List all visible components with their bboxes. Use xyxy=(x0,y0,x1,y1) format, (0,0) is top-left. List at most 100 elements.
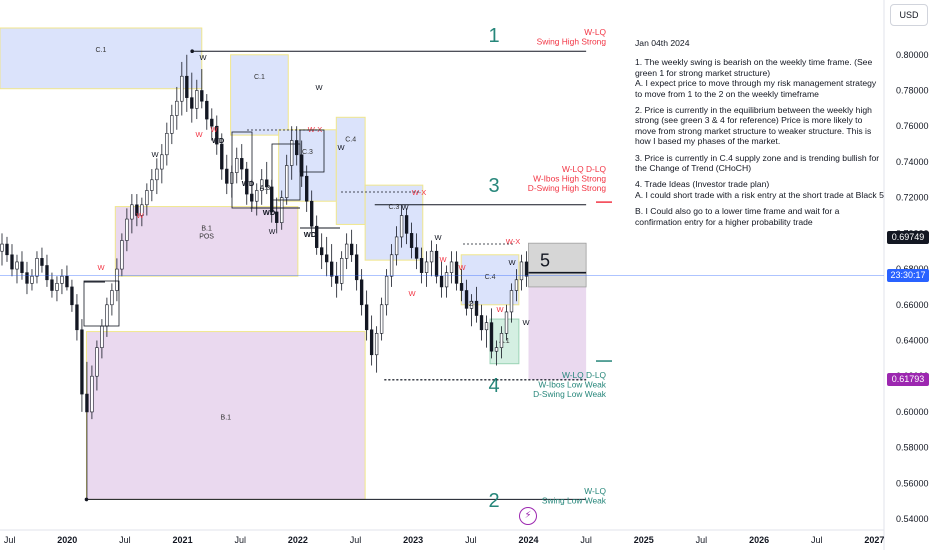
candle-body xyxy=(105,304,109,327)
candle-body xyxy=(364,304,369,331)
level-number: 4 xyxy=(488,375,499,397)
candle-body xyxy=(399,215,404,238)
marker-label: W xyxy=(496,305,504,314)
marker-label: W xyxy=(199,53,207,62)
candle-body xyxy=(344,243,349,259)
zone xyxy=(489,318,520,365)
current-price-badge: 0.69749 xyxy=(887,231,929,245)
marker-label: W-X xyxy=(506,237,520,246)
candle-body xyxy=(315,225,319,248)
marker-label: A.3 xyxy=(260,185,271,192)
note-item: 3. Price is currently in C.4 supply zone… xyxy=(635,152,880,174)
y-tick-label: 0.74000 xyxy=(896,157,929,167)
candle-body xyxy=(215,125,219,145)
candle-body xyxy=(120,240,124,270)
y-tick-label: 0.78000 xyxy=(896,86,929,96)
marker-label: WD xyxy=(212,136,225,145)
candle-body xyxy=(429,250,434,263)
zone-label: B.1 xyxy=(221,414,232,421)
x-tick-label: 2027 xyxy=(864,535,884,545)
zone xyxy=(528,286,587,380)
zone-label: C.3 xyxy=(302,149,313,156)
level-note: W-Ibos Low Weak xyxy=(538,380,606,390)
level-number: 2 xyxy=(488,490,499,512)
y-tick-label: 0.76000 xyxy=(896,121,929,131)
marker-label: W xyxy=(458,263,466,272)
y-tick-label: 0.64000 xyxy=(896,336,929,346)
level-anchor xyxy=(84,497,89,502)
x-tick-label: 2020 xyxy=(57,535,77,545)
candle-body xyxy=(524,261,529,277)
marker-label: W xyxy=(269,229,276,236)
candle-body xyxy=(75,304,79,331)
candle-body xyxy=(334,275,339,284)
candle-body xyxy=(125,218,129,241)
candle-body xyxy=(245,168,249,195)
level-note: W-LQ xyxy=(584,486,606,496)
candle-body xyxy=(40,258,44,266)
candle-body xyxy=(220,143,224,170)
marker-label: W-X xyxy=(412,188,426,197)
candle-body xyxy=(424,261,429,273)
candle-body xyxy=(135,204,139,216)
note-item: 2. Price is currently in the equilibrium… xyxy=(635,105,872,147)
candle-body xyxy=(389,254,394,277)
candle-body xyxy=(180,75,184,102)
candle-body xyxy=(464,290,469,309)
structure-box xyxy=(83,280,120,327)
candle-body xyxy=(15,261,19,270)
zone-label: C.3 xyxy=(389,204,400,211)
price-markers xyxy=(0,275,884,381)
level-note: W-LQ D-LQ xyxy=(562,164,607,174)
candle-body xyxy=(519,261,524,281)
candle-body xyxy=(5,243,9,256)
marker-label: WD xyxy=(263,208,276,217)
candle-body xyxy=(65,275,69,288)
candle-body xyxy=(210,118,214,127)
candle-body xyxy=(45,265,49,281)
note-item: B. I Could also go to a lower time frame… xyxy=(635,206,840,227)
level-note: W-Ibos High Strong xyxy=(533,174,606,184)
candle-body xyxy=(165,133,169,156)
marker-label: W xyxy=(408,289,416,298)
candle-body xyxy=(110,290,114,306)
lightning-icon[interactable]: ⚡ xyxy=(519,507,537,525)
candle-body xyxy=(494,347,499,352)
candle-body xyxy=(474,300,479,316)
candle-body xyxy=(10,254,14,270)
candle-body xyxy=(439,275,444,288)
candle-body xyxy=(175,100,179,116)
zone-label: C.4 xyxy=(345,136,356,143)
candle-body xyxy=(95,347,99,377)
zone xyxy=(114,206,299,277)
candle-body xyxy=(379,304,384,334)
candle-body xyxy=(255,190,259,202)
candle-body xyxy=(20,261,24,273)
level-note: D-Swing High Strong xyxy=(528,183,607,193)
marker-label: W xyxy=(337,143,345,152)
candle-body xyxy=(235,158,239,173)
x-tick-label: 2025 xyxy=(634,535,654,545)
y-tick-label: 0.80000 xyxy=(896,50,929,60)
level-number: 3 xyxy=(488,175,499,197)
candle-body xyxy=(514,279,519,291)
marker-label: W xyxy=(97,263,105,272)
currency-button[interactable]: USD xyxy=(890,4,928,26)
candle-body xyxy=(384,275,389,306)
candle-body xyxy=(290,140,294,166)
candle-body xyxy=(504,311,509,334)
x-axis: Jul 2020 Jul 2021 Jul 2022 Jul 2023 Jul 2024 Jul 20… xyxy=(4,535,885,545)
level-number: 5 xyxy=(540,251,550,271)
y-tick-label: 0.54000 xyxy=(896,514,929,524)
candle-body xyxy=(280,197,284,223)
countdown-badge: 23:30:17 xyxy=(887,268,929,282)
y-tick-label: 0.56000 xyxy=(896,478,929,488)
candle-body xyxy=(454,261,459,284)
candle-body xyxy=(459,283,464,291)
analysis-note: Jan 04th 2024 1. The weekly swing is bea… xyxy=(635,38,885,233)
candle-body xyxy=(374,333,379,356)
candle-body xyxy=(489,322,494,352)
level-note: W-LQ D-LQ xyxy=(562,370,607,380)
